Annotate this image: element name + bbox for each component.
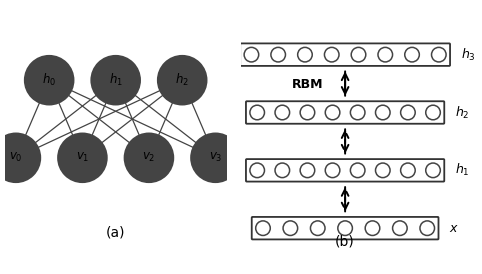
Text: $x$: $x$ (449, 222, 459, 235)
Circle shape (25, 56, 74, 105)
Circle shape (124, 133, 174, 182)
Circle shape (191, 133, 240, 182)
Text: $h_0$: $h_0$ (42, 72, 56, 88)
Text: $h_1$: $h_1$ (109, 72, 122, 88)
Text: $h_2$: $h_2$ (455, 104, 469, 121)
FancyBboxPatch shape (246, 159, 444, 182)
FancyBboxPatch shape (240, 43, 450, 66)
Circle shape (91, 56, 140, 105)
Circle shape (158, 56, 207, 105)
Text: $v_0$: $v_0$ (9, 151, 23, 164)
FancyBboxPatch shape (246, 101, 444, 124)
Text: $h_1$: $h_1$ (455, 162, 469, 178)
Circle shape (58, 133, 107, 182)
Text: $v_1$: $v_1$ (76, 151, 89, 164)
Text: (b): (b) (335, 235, 355, 249)
Text: $h_3$: $h_3$ (461, 47, 476, 63)
FancyBboxPatch shape (252, 217, 439, 239)
Text: RBM: RBM (292, 78, 323, 91)
Text: $v_3$: $v_3$ (209, 151, 222, 164)
Text: (a): (a) (106, 226, 125, 240)
Circle shape (0, 133, 40, 182)
Text: $h_2$: $h_2$ (175, 72, 189, 88)
Text: $v_2$: $v_2$ (142, 151, 156, 164)
